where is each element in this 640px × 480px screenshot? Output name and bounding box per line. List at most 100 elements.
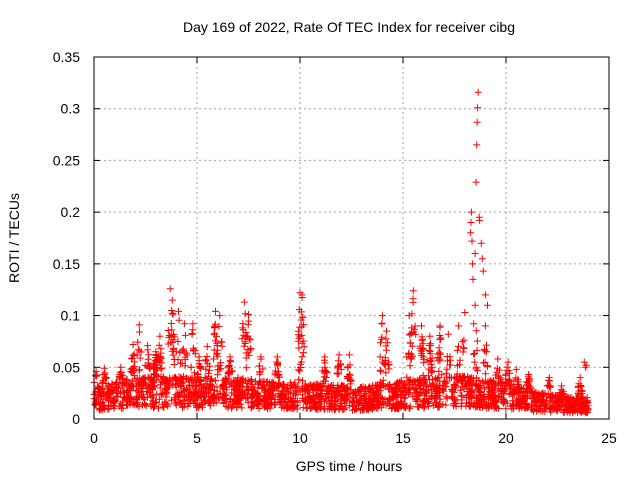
data-point <box>206 378 214 385</box>
data-point <box>530 399 538 407</box>
data-point <box>405 349 413 357</box>
data-point <box>157 381 164 389</box>
data-point <box>306 405 314 412</box>
data-point <box>573 395 580 402</box>
data-point <box>346 361 354 369</box>
data-point <box>512 401 520 409</box>
data-point <box>481 385 488 393</box>
data-point <box>338 392 346 400</box>
data-point <box>216 312 224 320</box>
data-point <box>133 393 141 401</box>
data-point <box>282 401 290 409</box>
data-point <box>168 347 176 355</box>
data-point <box>458 399 466 407</box>
data-point <box>522 399 530 407</box>
data-point <box>568 400 576 408</box>
data-point <box>197 381 205 389</box>
data-point <box>428 367 436 375</box>
data-point <box>348 397 356 405</box>
data-point <box>396 390 404 398</box>
data-point <box>484 301 491 309</box>
y-tick-label: 0.1 <box>61 308 81 324</box>
data-point <box>245 317 253 325</box>
data-point <box>202 365 210 373</box>
data-point <box>458 338 466 346</box>
data-point <box>382 401 390 409</box>
data-point <box>110 385 118 393</box>
data-point <box>244 399 252 407</box>
data-point <box>279 402 287 410</box>
data-point <box>385 361 393 368</box>
data-point <box>434 350 442 358</box>
data-point <box>288 397 296 405</box>
data-point <box>517 395 525 403</box>
data-point <box>111 396 119 404</box>
data-point <box>373 383 381 391</box>
data-point <box>170 356 178 363</box>
data-point <box>178 359 186 367</box>
data-point <box>178 346 186 354</box>
data-point <box>167 396 175 404</box>
data-point <box>558 396 566 404</box>
data-point <box>345 389 353 397</box>
data-point <box>344 386 352 394</box>
data-point <box>392 380 400 388</box>
data-point <box>583 398 591 406</box>
data-point <box>490 382 498 390</box>
data-point <box>169 310 177 318</box>
data-point <box>139 378 147 386</box>
data-point <box>455 361 463 369</box>
data-point <box>151 382 159 390</box>
data-point <box>213 349 221 357</box>
data-point <box>317 400 325 408</box>
data-point <box>493 398 501 406</box>
data-point <box>320 373 328 381</box>
data-point <box>459 373 467 381</box>
data-point <box>539 407 547 415</box>
data-point <box>297 364 304 371</box>
data-point <box>460 344 467 352</box>
data-point <box>584 401 592 409</box>
data-point <box>136 328 143 336</box>
data-point <box>426 348 434 356</box>
data-point <box>147 402 155 410</box>
data-point <box>386 394 394 402</box>
data-point <box>545 374 553 382</box>
data-point <box>527 385 535 393</box>
data-point <box>210 355 218 363</box>
data-point <box>213 350 221 358</box>
data-point <box>301 383 309 391</box>
data-point <box>394 405 402 413</box>
data-point <box>478 377 486 385</box>
data-point <box>130 372 138 380</box>
data-point <box>104 389 112 397</box>
data-point <box>130 368 138 376</box>
data-point <box>534 390 542 398</box>
data-point <box>240 342 248 350</box>
data-point <box>203 343 211 351</box>
data-point <box>476 397 484 405</box>
data-point <box>203 353 211 360</box>
data-point <box>364 387 372 395</box>
data-point <box>167 332 175 340</box>
data-point <box>468 388 476 396</box>
data-point <box>183 374 191 382</box>
data-point <box>522 388 530 395</box>
data-point <box>303 404 311 411</box>
data-point <box>444 357 451 365</box>
data-point <box>136 354 144 362</box>
data-point <box>505 367 513 375</box>
data-point <box>147 385 155 393</box>
data-point <box>150 361 158 369</box>
data-point <box>473 381 480 389</box>
data-point <box>369 391 377 399</box>
data-point <box>243 380 251 388</box>
data-point <box>556 389 564 396</box>
data-point <box>455 322 463 330</box>
data-point <box>409 287 417 295</box>
data-point <box>239 320 247 328</box>
data-point <box>252 388 260 396</box>
data-point <box>365 392 373 400</box>
data-point <box>432 399 440 406</box>
data-point <box>476 216 484 224</box>
